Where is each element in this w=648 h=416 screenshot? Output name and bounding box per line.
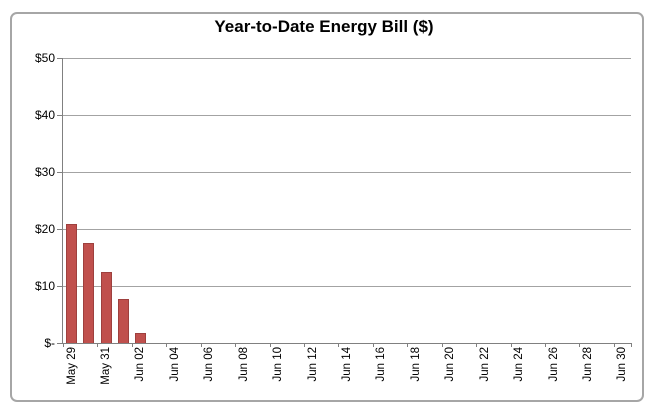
x-axis-tick — [166, 343, 168, 347]
y-axis-tick — [57, 343, 62, 344]
x-axis-tick — [441, 343, 443, 347]
x-axis-label: Jun 30 — [616, 347, 629, 382]
x-axis-tick — [269, 343, 271, 347]
x-axis-tick — [407, 343, 409, 347]
x-axis-line — [62, 343, 631, 344]
x-axis-tick — [510, 343, 512, 347]
x-axis-tick — [235, 343, 237, 347]
gridline — [63, 229, 631, 230]
x-axis-label: May 29 — [65, 347, 78, 385]
x-axis-label: Jun 10 — [272, 347, 285, 382]
bar-may-29 — [66, 223, 78, 343]
y-axis-tick — [57, 286, 62, 287]
bar-may-30 — [83, 243, 95, 343]
y-axis-line — [62, 58, 63, 343]
gridline — [63, 172, 631, 173]
x-axis-label: Jun 22 — [478, 347, 491, 382]
x-axis-label: Jun 02 — [134, 347, 147, 382]
x-axis-tick — [476, 343, 478, 347]
x-axis-tick — [200, 343, 202, 347]
gridline — [63, 115, 631, 116]
x-axis-label: Jun 12 — [306, 347, 319, 382]
y-axis-label: $10 — [34, 279, 55, 293]
y-axis-tick — [57, 172, 62, 173]
y-axis-label: $30 — [34, 165, 55, 179]
y-axis-label: $20 — [34, 222, 55, 236]
x-axis-label: Jun 16 — [375, 347, 388, 382]
x-axis-tick — [97, 343, 99, 347]
y-axis-label: $40 — [34, 108, 55, 122]
x-axis-label: May 31 — [100, 347, 113, 385]
x-axis-tick — [372, 343, 374, 347]
x-axis-tick — [631, 343, 632, 347]
x-axis-label: Jun 06 — [203, 347, 216, 382]
x-axis-label: Jun 24 — [513, 347, 526, 382]
x-axis-tick — [338, 343, 340, 347]
gridline — [63, 58, 631, 59]
x-axis-tick — [579, 343, 581, 347]
x-axis-label: Jun 26 — [547, 347, 560, 382]
y-axis-tick — [57, 115, 62, 116]
plot-area: $50 $40 $30 $20 $10 $- May 29 May 31 Jun 02 Jun 0… — [35, 51, 632, 385]
gridline — [63, 286, 631, 287]
x-axis-label: Jun 18 — [409, 347, 422, 382]
bar-jun-02 — [134, 332, 146, 343]
y-axis-label: $- — [44, 336, 55, 350]
x-axis-tick — [544, 343, 546, 347]
x-axis-label: Jun 20 — [444, 347, 457, 382]
y-axis-tick — [57, 58, 62, 59]
bar-jun-01 — [117, 299, 129, 343]
y-axis-tick — [57, 229, 62, 230]
chart-title: Year-to-Date Energy Bill ($) — [214, 17, 434, 36]
x-axis-label: Jun 28 — [581, 347, 594, 382]
x-axis-label: Jun 08 — [237, 347, 250, 382]
x-axis-label: Jun 04 — [168, 347, 181, 382]
x-axis-tick — [303, 343, 305, 347]
chart-border — [10, 12, 644, 402]
x-axis-tick — [613, 343, 615, 347]
y-axis-label: $50 — [34, 51, 55, 65]
bar-may-31 — [100, 271, 112, 343]
x-axis-tick — [131, 343, 133, 347]
x-axis-tick — [63, 343, 64, 347]
x-axis-label: Jun 14 — [341, 347, 353, 382]
